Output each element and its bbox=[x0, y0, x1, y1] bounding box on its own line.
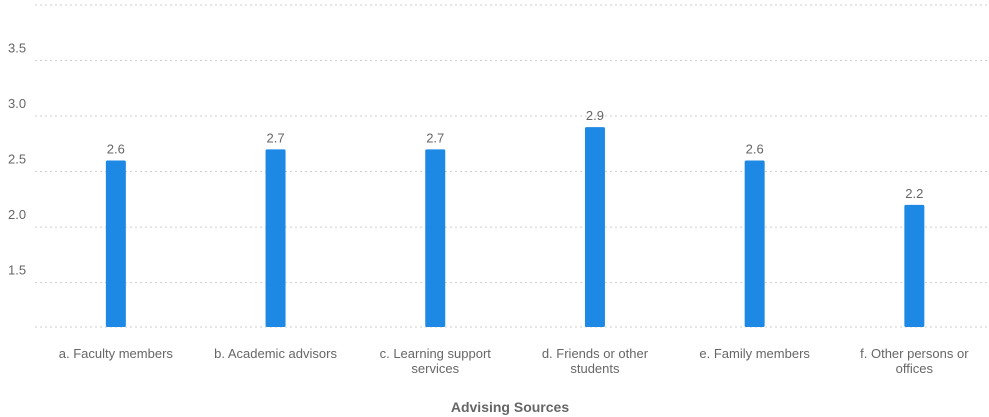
x-category-label: a. Faculty members bbox=[59, 346, 174, 361]
x-category-label: b. Academic advisors bbox=[214, 346, 337, 361]
data-label: 2.7 bbox=[267, 130, 285, 145]
x-category-label-line: b. Academic advisors bbox=[214, 346, 337, 361]
x-category-label-line: f. Other persons or bbox=[860, 346, 969, 361]
x-category-label-line: d. Friends or other bbox=[542, 346, 649, 361]
y-tick-label: 3.0 bbox=[8, 96, 26, 111]
x-category-label: e. Family members bbox=[699, 346, 810, 361]
gridlines bbox=[35, 4, 989, 328]
x-category-label: c. Learning support services bbox=[380, 346, 492, 376]
x-category-label-line: c. Learning support bbox=[380, 346, 492, 361]
y-tick-label: 2.5 bbox=[8, 152, 26, 167]
bar[interactable] bbox=[105, 160, 126, 327]
data-label: 2.6 bbox=[746, 141, 764, 156]
x-category-label-line: services bbox=[411, 361, 459, 376]
x-category-label: f. Other persons or offices bbox=[860, 346, 969, 376]
bar[interactable] bbox=[425, 149, 446, 327]
data-label: 2.6 bbox=[107, 141, 125, 156]
bar[interactable] bbox=[584, 127, 605, 327]
y-tick-label: 3.5 bbox=[8, 41, 26, 56]
data-label: 2.9 bbox=[586, 108, 604, 123]
x-axis-title: Advising Sources bbox=[451, 399, 569, 415]
x-category-label: d. Friends or other students bbox=[542, 346, 649, 376]
x-axis-category-labels: a. Faculty members b. Academic advisors c.… bbox=[59, 346, 969, 376]
data-labels: 2.6 2.7 2.7 2.9 2.6 2.2 bbox=[107, 108, 924, 201]
x-category-label-line: a. Faculty members bbox=[59, 346, 174, 361]
bar[interactable] bbox=[744, 160, 765, 327]
y-tick-label: 2.0 bbox=[8, 207, 26, 222]
bar[interactable] bbox=[904, 204, 925, 327]
data-label: 2.2 bbox=[905, 186, 923, 201]
x-category-label-line: e. Family members bbox=[699, 346, 810, 361]
bars bbox=[105, 127, 925, 327]
data-label: 2.7 bbox=[426, 130, 444, 145]
y-tick-label: 1.5 bbox=[8, 263, 26, 278]
x-category-label-line: offices bbox=[896, 361, 934, 376]
bar[interactable] bbox=[265, 149, 286, 327]
y-axis-tick-labels: 1.52.02.53.03.54.0 bbox=[8, 41, 26, 278]
x-category-label-line: students bbox=[570, 361, 620, 376]
